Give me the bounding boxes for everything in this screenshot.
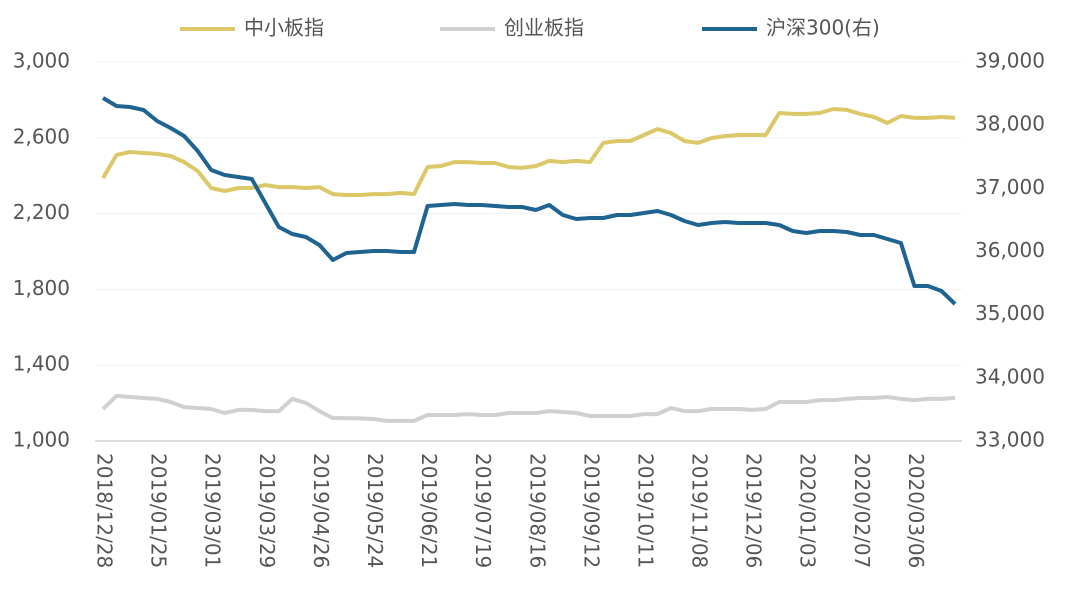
x-tick-label: 2019/09/12 <box>579 453 603 568</box>
legend-label: 沪深300(右) <box>766 16 880 40</box>
x-tick-label: 2019/07/19 <box>471 453 495 568</box>
x-tick-label: 2019/03/01 <box>201 453 225 568</box>
y-tick-label: 1,800 <box>13 276 70 300</box>
x-tick-label: 2019/03/29 <box>255 453 279 568</box>
y-tick-label: 2,200 <box>13 200 70 224</box>
y2-tick-label: 35,000 <box>975 301 1045 325</box>
x-tick-label: 2019/10/11 <box>633 453 657 568</box>
y2-tick-label: 34,000 <box>975 364 1045 388</box>
x-tick-label: 2020/02/07 <box>850 453 874 568</box>
series-line <box>101 107 956 197</box>
x-tick-label: 2019/06/21 <box>417 453 441 568</box>
y2-tick-label: 33,000 <box>975 428 1045 452</box>
x-tick-label: 2019/05/24 <box>363 453 387 568</box>
y-tick-label: 1,000 <box>13 428 70 452</box>
x-tick-label: 2019/04/26 <box>309 453 333 568</box>
x-tick-label: 2019/01/25 <box>147 453 171 568</box>
y2-tick-label: 37,000 <box>975 175 1045 199</box>
x-tick-label: 2018/12/28 <box>93 453 117 568</box>
x-tick-label: 2019/08/16 <box>525 453 549 568</box>
legend-label: 中小板指 <box>244 16 324 40</box>
x-tick-label: 2019/11/08 <box>688 453 712 568</box>
y-tick-label: 2,600 <box>13 124 70 148</box>
y2-tick-label: 38,000 <box>975 112 1045 136</box>
series-line <box>101 393 956 423</box>
y-tick-label: 1,400 <box>13 352 70 376</box>
x-tick-label: 2020/03/06 <box>904 453 928 568</box>
y-tick-label: 3,000 <box>13 49 70 73</box>
legend-label: 创业板指 <box>504 16 584 40</box>
y2-tick-label: 36,000 <box>975 238 1045 262</box>
series-line <box>101 96 957 306</box>
y2-tick-label: 39,000 <box>975 49 1045 73</box>
x-tick-label: 2020/01/03 <box>796 453 820 568</box>
x-tick-label: 2019/12/06 <box>742 453 766 568</box>
